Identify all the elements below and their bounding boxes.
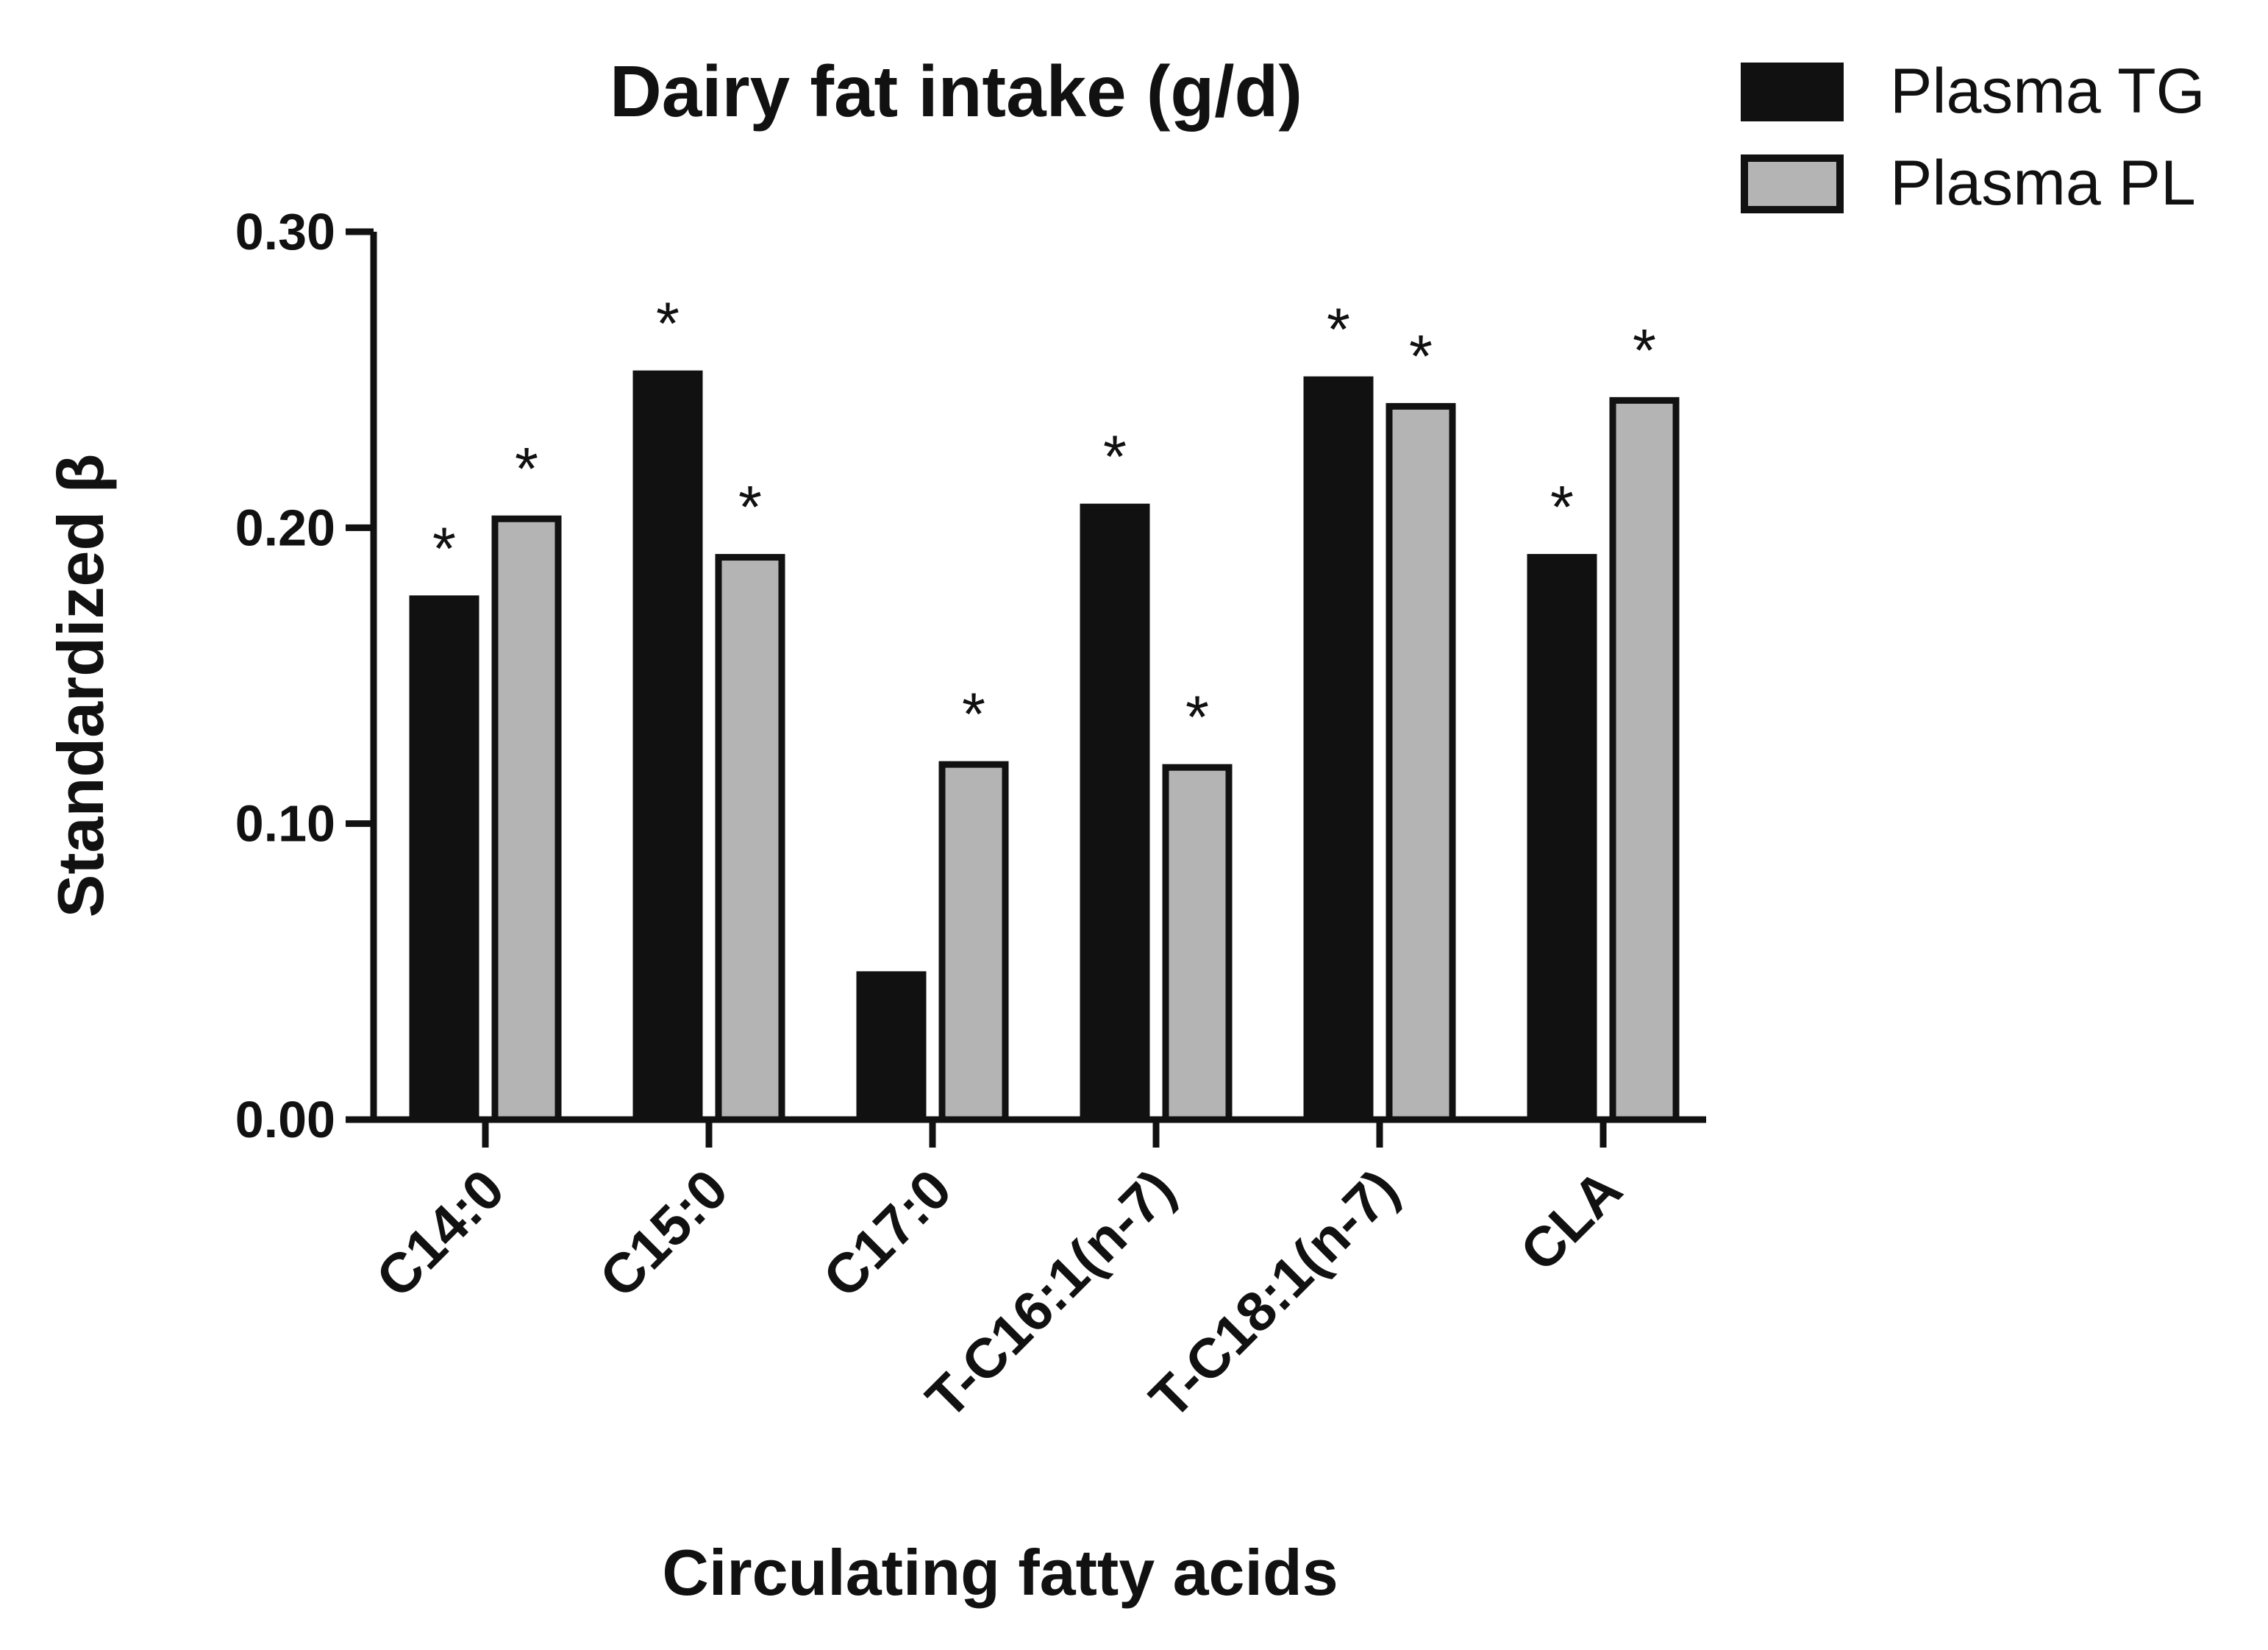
significance-asterisk: * [1327,296,1350,363]
legend: Plasma TG Plasma PL [1741,56,2205,218]
significance-asterisk: * [1550,474,1574,541]
x-tick-label: C14:0 [365,1158,516,1309]
significance-markers: * * * * * * * * * * * [432,291,1656,751]
legend-swatch-plasma-tg [1741,63,1844,121]
x-axis-title: Circulating fatty acids [662,1536,1338,1609]
significance-asterisk: * [432,516,456,583]
bar-plasma-pl [1609,397,1680,1123]
bar-plasma-tg [1080,503,1150,1123]
significance-asterisk: * [515,435,538,502]
x-tick-label: CLA [1508,1158,1634,1284]
bars [409,370,1680,1123]
bar-plasma-tg [1527,554,1597,1123]
bar-plasma-pl [1162,764,1233,1123]
significance-asterisk: * [656,291,680,358]
y-tick-label: 0.30 [235,203,335,260]
y-axis-title: Standardized β [44,454,117,918]
legend-label: Plasma TG [1890,56,2205,127]
bar-plasma-tg [409,595,479,1123]
significance-asterisk: * [1103,424,1127,491]
bar-plasma-pl [491,515,562,1123]
bar-plasma-pl [715,554,785,1123]
bar-plasma-pl [938,761,1009,1123]
y-tick-label: 0.00 [235,1091,335,1148]
x-tick-label: C15:0 [588,1158,740,1309]
chart-title: Dairy fat intake (g/d) [610,51,1302,132]
bar-plasma-tg [856,971,927,1123]
y-tick-label: 0.20 [235,499,335,556]
x-tick-label: C17:0 [812,1158,963,1309]
bar-plasma-tg [632,370,703,1123]
significance-asterisk: * [738,474,762,541]
bar-plasma-pl [1386,402,1456,1123]
legend-label: Plasma PL [1890,148,2196,218]
y-tick-label: 0.10 [235,795,335,853]
y-axis: 0.00 0.10 0.20 0.30 [235,203,377,1148]
legend-swatch-plasma-pl [1741,154,1844,213]
significance-asterisk: * [1633,317,1656,384]
significance-asterisk: * [1409,323,1433,390]
x-axis: C14:0 C15:0 C17:0T-C16:1(n-7)T-C18:1(n-7) C… [365,1116,1706,1431]
bar-plasma-tg [1303,376,1374,1123]
significance-asterisk: * [962,681,985,748]
significance-asterisk: * [1185,684,1209,751]
